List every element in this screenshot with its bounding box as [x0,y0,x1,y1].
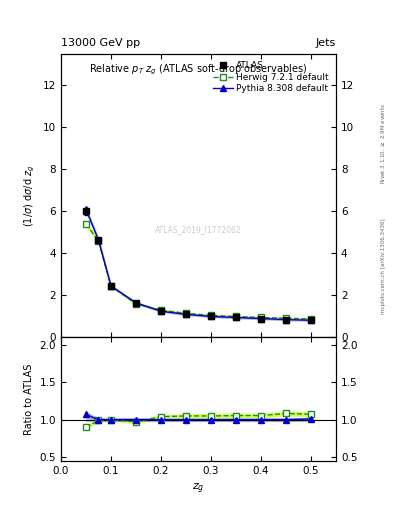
X-axis label: $z_g$: $z_g$ [192,481,205,496]
Text: 13000 GeV pp: 13000 GeV pp [61,38,140,48]
Text: ATLAS_2019_I1772062: ATLAS_2019_I1772062 [155,225,242,234]
Y-axis label: Ratio to ATLAS: Ratio to ATLAS [24,364,34,435]
Text: mcplots.cern.ch [arXiv:1306.3436]: mcplots.cern.ch [arXiv:1306.3436] [381,219,386,314]
Text: Relative $p_T$ $z_g$ (ATLAS soft-drop observables): Relative $p_T$ $z_g$ (ATLAS soft-drop ob… [89,62,308,77]
Text: Rivet 3.1.10, $\geq$ 2.9M events: Rivet 3.1.10, $\geq$ 2.9M events [379,103,387,184]
Y-axis label: (1/$\sigma$) d$\sigma$/d $z_g$: (1/$\sigma$) d$\sigma$/d $z_g$ [23,164,37,227]
Text: Jets: Jets [316,38,336,48]
Legend: ATLAS, Herwig 7.2.1 default, Pythia 8.308 default: ATLAS, Herwig 7.2.1 default, Pythia 8.30… [210,58,332,96]
